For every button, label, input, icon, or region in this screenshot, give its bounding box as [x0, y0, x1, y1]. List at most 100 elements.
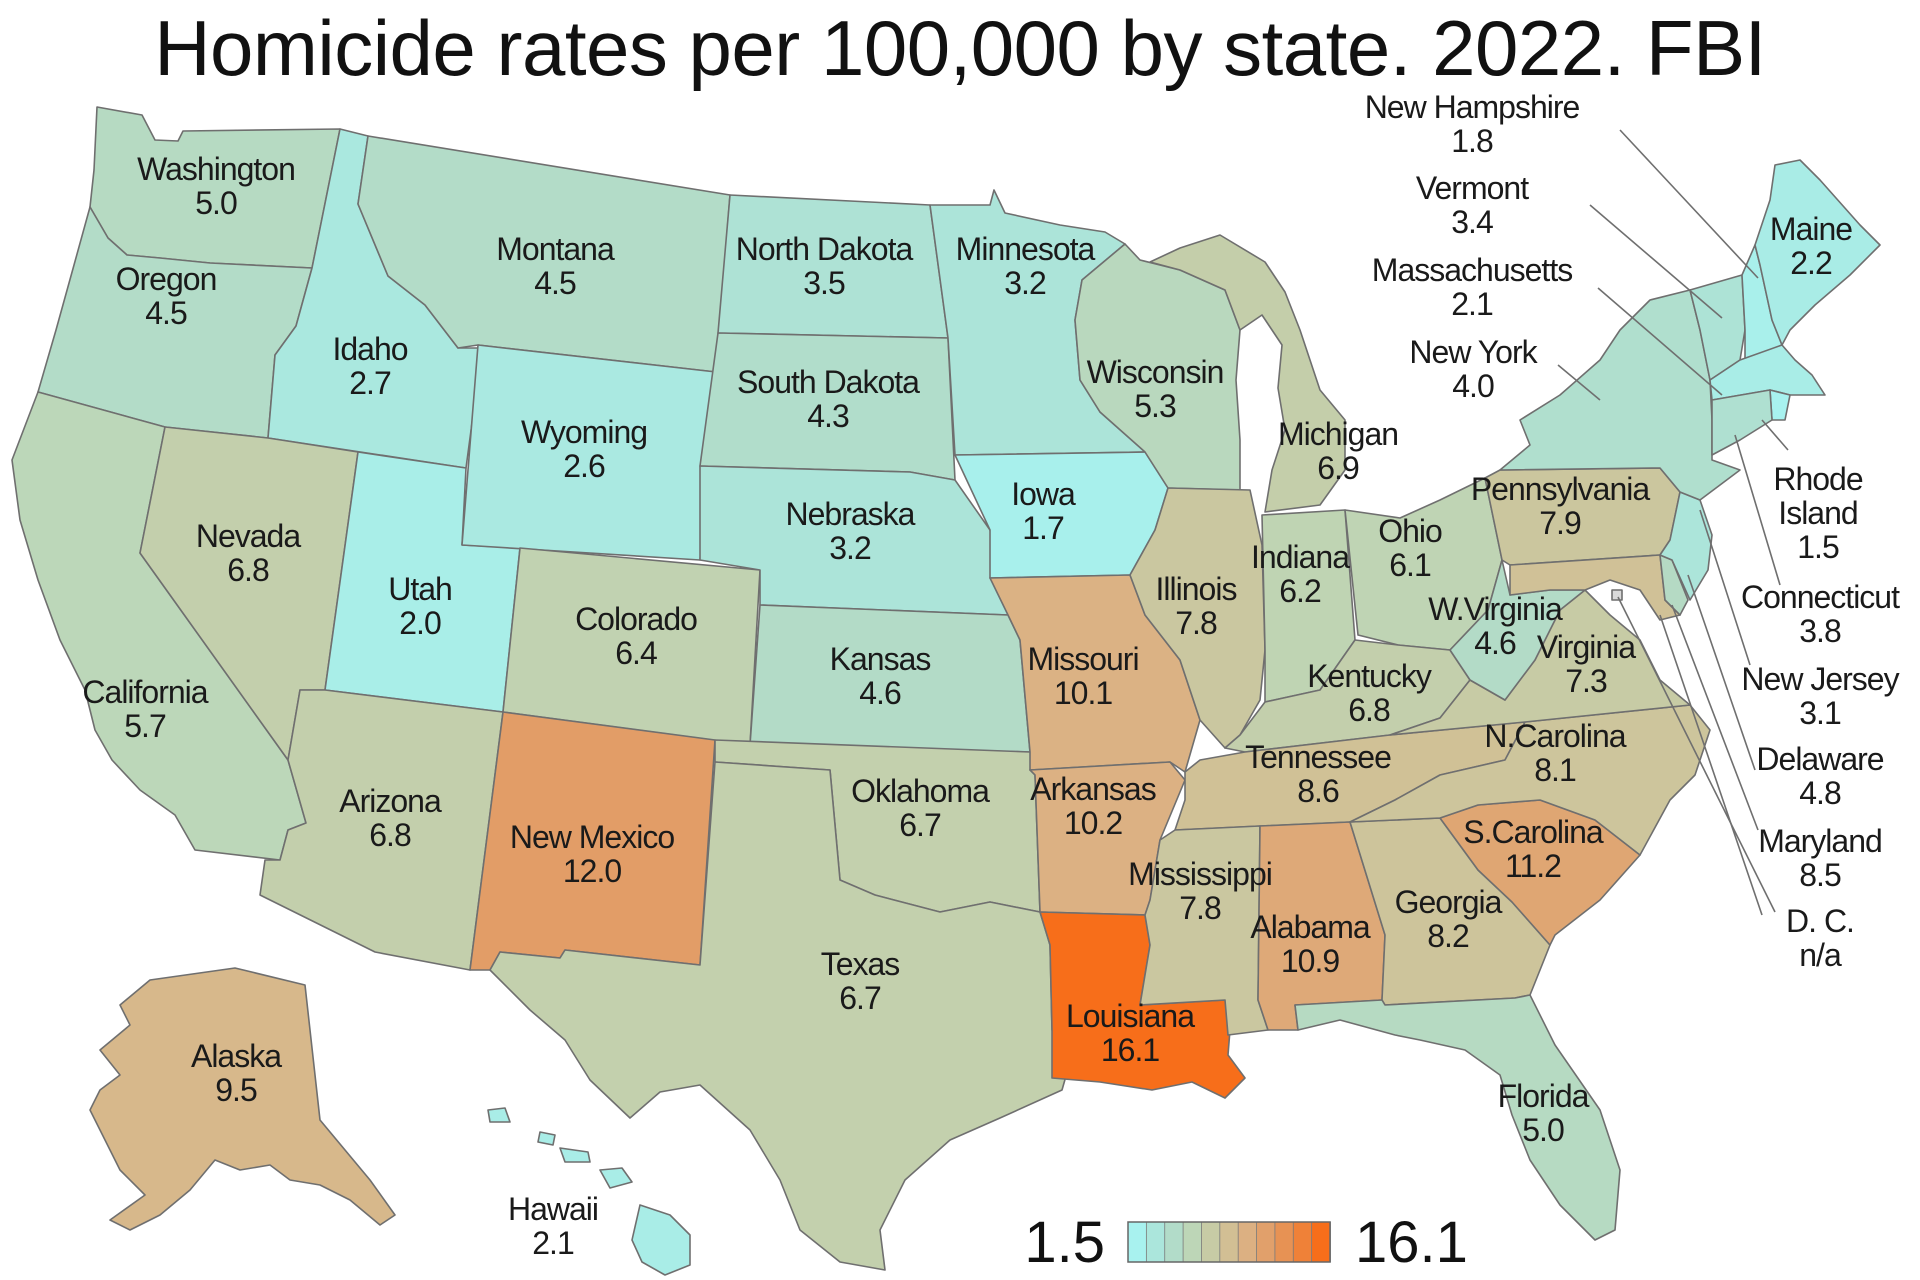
- scale-swatch: [1256, 1221, 1276, 1263]
- state-connecticut: [1711, 389, 1773, 456]
- scale-swatch: [1145, 1221, 1166, 1263]
- state-name: Missouri: [1027, 641, 1138, 677]
- state-name: Mississippi: [1128, 856, 1272, 892]
- scale-swatch: [1219, 1221, 1240, 1263]
- state-shapes: [11, 106, 1881, 1276]
- state-value: 12.0: [563, 853, 621, 889]
- state-name: Louisiana: [1066, 998, 1195, 1034]
- state-label-west-virginia: W.Virginia 4.6: [1428, 591, 1563, 661]
- state-name: New Jersey: [1741, 661, 1899, 697]
- state-label-georgia: Georgia 8.2: [1395, 884, 1503, 954]
- state-name: D. C.: [1786, 903, 1854, 939]
- state-label-pennsylvania: Pennsylvania 7.9: [1471, 471, 1651, 541]
- state-value: 8.1: [1534, 752, 1576, 788]
- state-value: 3.1: [1799, 695, 1841, 731]
- state-value: 6.4: [615, 635, 657, 671]
- state-name: Virginia: [1537, 629, 1636, 665]
- scale-max-label: 16.1: [1355, 1210, 1468, 1275]
- state-value: 3.2: [829, 530, 871, 566]
- state-value: 6.7: [839, 980, 881, 1016]
- state-label-missouri: Missouri 10.1: [1027, 641, 1138, 711]
- state-value: 16.1: [1101, 1032, 1159, 1068]
- state-value: 8.5: [1799, 857, 1841, 893]
- state-label-minnesota: Minnesota 3.2: [956, 231, 1096, 301]
- state-label-california: California 5.7: [82, 674, 208, 744]
- state-label-north-carolina: N.Carolina 8.1: [1484, 718, 1626, 788]
- state-name: Washington: [137, 151, 295, 187]
- state-label-wyoming: Wyoming 2.6: [521, 414, 647, 484]
- state-label-idaho: Idaho 2.7: [332, 331, 407, 401]
- state-value: 6.1: [1389, 547, 1431, 583]
- state-value: 2.1: [532, 1225, 574, 1261]
- state-texas: [489, 761, 1071, 1271]
- state-value: 1.5: [1797, 529, 1839, 565]
- state-label-wisconsin: Wisconsin 5.3: [1087, 354, 1224, 424]
- leader-lines: [1557, 129, 1789, 916]
- state-label-maryland: Maryland 8.5: [1758, 823, 1882, 893]
- scale-outline: [1127, 1221, 1331, 1263]
- state-value: 5.7: [124, 708, 166, 744]
- state-value: 7.8: [1175, 605, 1217, 641]
- state-rhode-island: [1769, 389, 1791, 421]
- state-value: 2.1: [1451, 286, 1493, 322]
- state-name: Montana: [496, 231, 615, 267]
- state-label-connecticut: Connecticut 3.8: [1741, 579, 1900, 649]
- state-label-new-york: New York 4.0: [1409, 334, 1538, 404]
- scale-swatch: [1182, 1221, 1203, 1263]
- state-value: 6.8: [369, 817, 411, 853]
- state-name: Kentucky: [1307, 658, 1432, 694]
- state-name: Florida: [1498, 1078, 1590, 1114]
- state-name: Arizona: [339, 783, 442, 819]
- state-value: 1.7: [1022, 510, 1064, 546]
- state-name: Michigan: [1278, 416, 1398, 452]
- state-name: Nebraska: [786, 496, 916, 532]
- state-name: Alaska: [191, 1038, 282, 1074]
- state-label-louisiana: Louisiana 16.1: [1066, 998, 1195, 1068]
- state-label-alabama: Alabama 10.9: [1250, 909, 1371, 979]
- state-label-new-hampshire: New Hampshire 1.8: [1365, 89, 1580, 159]
- state-maine: [1754, 159, 1881, 346]
- color-scale-legend: 1.5 16.1: [1024, 1210, 1468, 1275]
- state-value: 5.0: [1522, 1112, 1564, 1148]
- state-value: 4.5: [145, 295, 187, 331]
- state-value: 4.8: [1799, 775, 1841, 811]
- state-name: New Hampshire: [1365, 89, 1580, 125]
- scale-swatch: [1274, 1221, 1295, 1263]
- state-label-oregon: Oregon 4.5: [116, 261, 217, 331]
- scale-swatch: [1201, 1221, 1221, 1263]
- state-label-iowa: Iowa 1.7: [1011, 476, 1076, 546]
- scale-swatch: [1311, 1221, 1331, 1263]
- state-value: 8.6: [1297, 773, 1339, 809]
- state-label-hawaii: Hawaii 2.1: [508, 1191, 598, 1261]
- state-value: 5.0: [195, 185, 237, 221]
- state-label-colorado: Colorado 6.4: [575, 601, 697, 671]
- scale-swatch: [1292, 1221, 1313, 1263]
- state-name: Tennessee: [1245, 739, 1391, 775]
- state-name: Rhode: [1773, 461, 1863, 497]
- state-value: 2.6: [563, 448, 605, 484]
- state-label-oklahoma: Oklahoma 6.7: [851, 773, 990, 843]
- state-value: 3.5: [803, 265, 845, 301]
- state-name: Wyoming: [521, 414, 647, 450]
- state-label-south-carolina: S.Carolina 11.2: [1463, 814, 1604, 884]
- state-name: Nevada: [196, 518, 302, 554]
- state-name: Connecticut: [1741, 579, 1900, 615]
- state-name: Island: [1778, 495, 1857, 531]
- state-value: 1.8: [1451, 123, 1493, 159]
- state-value: 10.9: [1281, 943, 1339, 979]
- state-name: S.Carolina: [1463, 814, 1604, 850]
- state-name: Massachusetts: [1372, 252, 1572, 288]
- state-label-nebraska: Nebraska 3.2: [786, 496, 916, 566]
- scale-swatch: [1127, 1221, 1148, 1263]
- state-value: 4.3: [807, 398, 849, 434]
- state-name: W.Virginia: [1428, 591, 1563, 627]
- scale-swatch: [1164, 1221, 1184, 1263]
- state-name: Idaho: [332, 331, 407, 367]
- state-name: New Mexico: [510, 819, 674, 855]
- state-label-illinois: Illinois 7.8: [1156, 571, 1237, 641]
- state-label-kansas: Kansas 4.6: [830, 641, 931, 711]
- color-scale-bar: [1127, 1221, 1331, 1263]
- state-value: 6.9: [1317, 450, 1359, 486]
- state-name: N.Carolina: [1484, 718, 1626, 754]
